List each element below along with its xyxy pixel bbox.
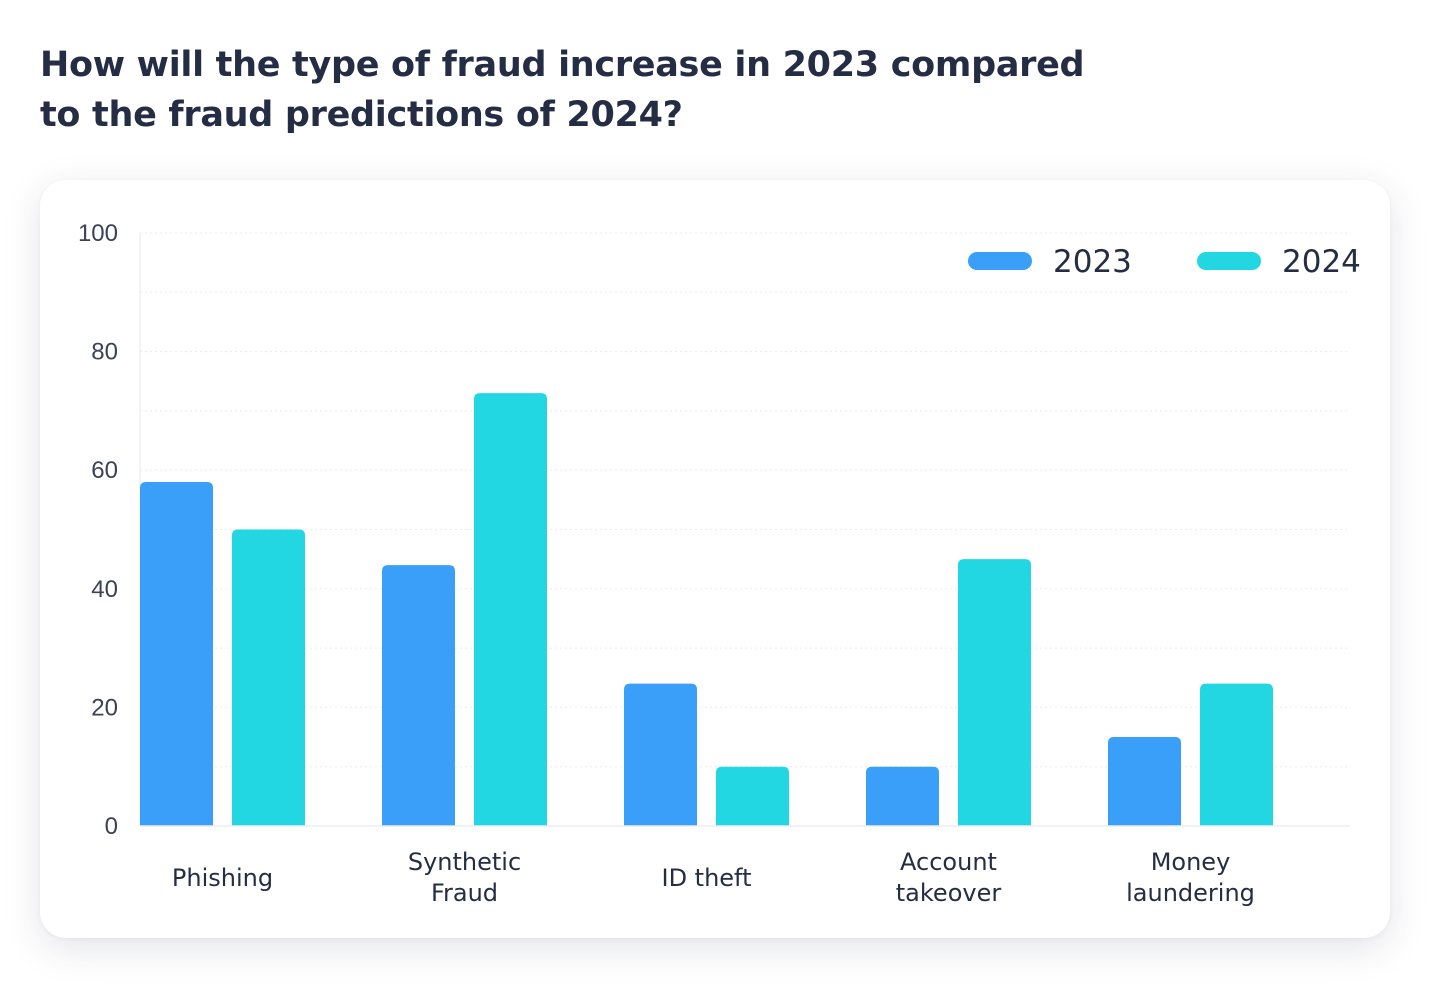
bar-2023-phishing: [140, 482, 213, 826]
bar-2024-synthetic-fraud: [474, 393, 547, 826]
x-category-label: Synthetic: [408, 848, 521, 876]
y-tick-label: 80: [91, 339, 118, 366]
x-category-label: Phishing: [172, 864, 273, 892]
y-tick-label: 100: [78, 220, 118, 247]
bars: [140, 393, 1273, 826]
bar-2024-phishing: [232, 529, 305, 826]
y-tick-label: 40: [91, 576, 118, 603]
legend-label-2024: 2024: [1282, 244, 1361, 280]
bar-2023-account-takeover: [866, 766, 939, 826]
y-tick-label: 60: [91, 457, 118, 484]
x-category-label: laundering: [1126, 879, 1255, 907]
legend: 2023 2024: [968, 244, 1361, 280]
page-title: How will the type of fraud increase in 2…: [40, 40, 1085, 140]
bar-2023-synthetic-fraud: [382, 565, 455, 826]
x-category-label: takeover: [896, 879, 1002, 907]
legend-swatch-2023: [968, 252, 1032, 270]
bar-2024-id-theft: [716, 766, 789, 826]
bar-2024-money-laundering: [1200, 683, 1273, 826]
x-category-label: Account: [900, 848, 997, 876]
x-category-label: Money: [1151, 848, 1231, 876]
chart-card: 0 20 40 60 80 100 Phishing Synthetic Fraud ID the…: [40, 180, 1390, 938]
title-line-1: How will the type of fraud increase in 2…: [40, 45, 1085, 85]
bar-2023-id-theft: [624, 683, 697, 826]
bar-2023-money-laundering: [1108, 737, 1181, 826]
gridlines: [140, 232, 1350, 768]
y-tick-label: 20: [91, 694, 118, 721]
legend-label-2023: 2023: [1053, 244, 1132, 280]
bar-2024-account-takeover: [958, 559, 1031, 826]
legend-swatch-2024: [1197, 252, 1261, 270]
bar-chart: 0 20 40 60 80 100 Phishing Synthetic Fraud ID the…: [78, 220, 1361, 907]
x-category-label: ID theft: [661, 864, 751, 892]
title-line-2: to the fraud predictions of 2024?: [40, 95, 683, 135]
x-category-label: Fraud: [431, 879, 498, 907]
y-tick-label: 0: [105, 813, 118, 840]
